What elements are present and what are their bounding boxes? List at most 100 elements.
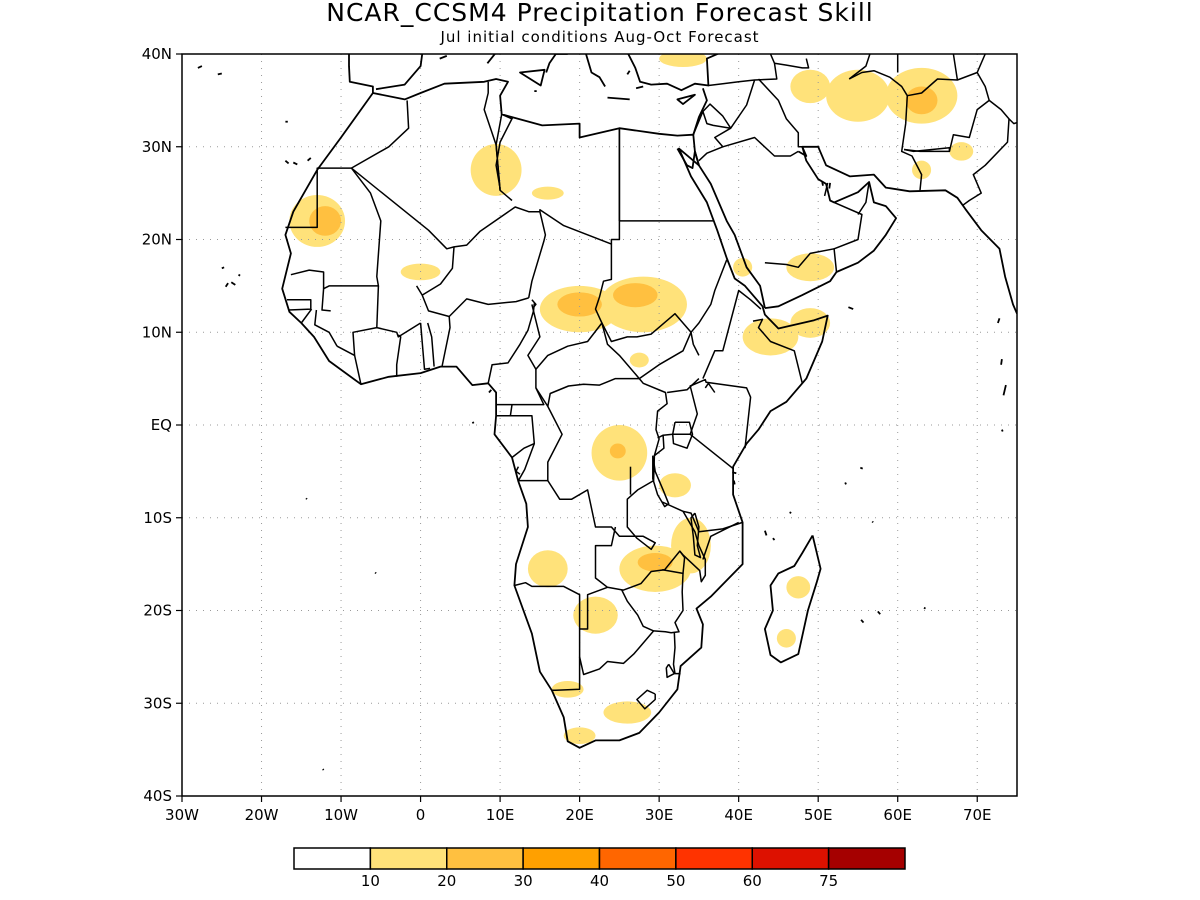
skill-fill-layer [289,54,974,745]
island [1000,358,1003,365]
country-border [578,586,655,676]
country-border [774,58,810,69]
skill-region [531,186,564,200]
country-border [848,54,871,80]
plot-frame [181,53,1018,797]
colorbar-label: 20 [437,872,456,890]
country-border [496,404,513,417]
country-border [517,443,536,481]
coastline [281,78,829,749]
island [322,768,325,771]
lat-tick-label: 20N [142,231,172,249]
island [217,72,222,76]
island [292,161,298,166]
country-border [483,81,513,202]
island [238,273,241,277]
colorbar: 10 20 30 40 50 60 75 [293,847,906,890]
coastline [627,54,720,92]
lat-tick-label: 40N [142,45,172,63]
country-border [421,246,455,296]
island [997,318,1001,324]
skill-region [659,54,707,67]
country-border [350,167,540,250]
lat-tick-label: 40S [143,787,172,805]
lon-tick-label: 60E [883,806,912,824]
island [848,306,854,310]
country-border [426,322,435,367]
country-border [321,288,331,312]
country-border [903,146,951,153]
lon-tick-label: 30W [165,806,199,824]
country-border [962,118,1010,206]
island [488,389,492,394]
island [733,480,736,485]
island [732,471,737,475]
colorbar-swatch [293,847,372,870]
skill-region [629,352,649,368]
country-border [601,312,692,343]
island [607,96,630,101]
country-border [300,308,313,324]
lon-tick-label: 20E [565,806,594,824]
island [305,497,308,500]
country-border [665,663,676,679]
colorbar-label: 60 [743,872,762,890]
island [197,65,203,69]
country-border [515,466,521,475]
country-border [501,113,513,120]
skill-region [563,727,596,745]
island [486,54,496,64]
skill-region [637,552,673,572]
lat-tick-label: 10N [142,323,172,341]
latitude-ticks: 40N 30N 20N 10N EQ 10S 20S 30S 40S [142,45,182,805]
country-border [722,136,799,157]
skill-region [527,550,568,588]
country-border [757,78,803,148]
island [224,282,229,288]
country-border [518,406,563,482]
country-border [551,656,581,692]
island [772,537,776,541]
skill-region [733,258,753,277]
lon-tick-label: 0 [416,806,426,824]
country-border [419,322,431,371]
map-title: NCAR_CCSM4 Precipitation Forecast Skill [326,0,874,27]
lon-tick-label: 20W [245,806,279,824]
country-border [823,182,829,197]
coastline [692,88,708,135]
country-border [653,434,665,457]
country-border [636,689,656,710]
country-border [527,211,547,299]
country-border [353,355,362,385]
country-border [495,114,503,191]
coastline [764,145,1017,315]
country-border [638,259,728,380]
coastline [348,54,374,93]
island [1001,429,1004,432]
country-border [988,99,1017,125]
island [821,181,824,186]
country-border [666,378,700,394]
island [374,571,377,574]
colorbar-swatch [446,847,524,870]
island [923,606,926,610]
country-border [764,248,835,269]
colorbar-label: 50 [666,872,685,890]
country-border [730,79,756,129]
country-border [395,334,402,377]
colorbar-label: 75 [819,872,838,890]
lat-tick-label: 30S [143,694,172,712]
country-border [857,181,870,215]
country-border [376,285,380,328]
country-border [285,167,352,229]
coastline-layer [197,54,1017,771]
island [844,482,847,485]
country-border [496,387,545,406]
country-border [287,299,312,311]
skill-region [309,206,342,236]
colorbar-swatch [598,847,677,870]
lat-tick-label: EQ [151,416,172,434]
country-border [702,289,762,379]
country-border [621,573,684,634]
